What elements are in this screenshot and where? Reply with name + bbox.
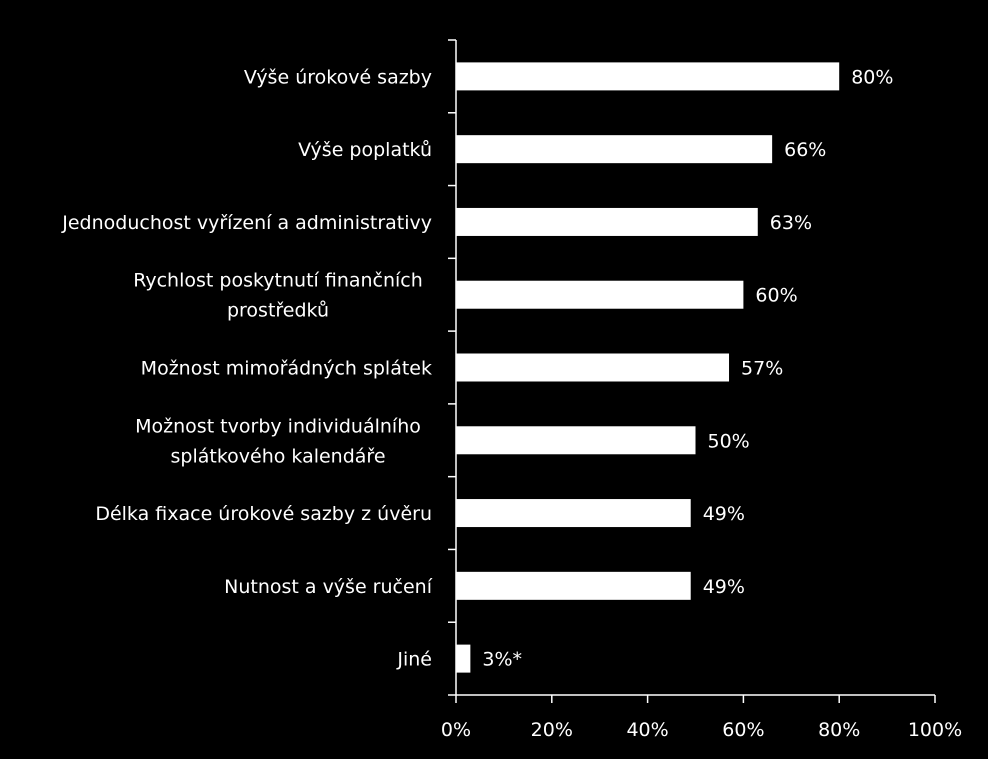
x-tick-label: 100% — [908, 719, 962, 741]
bar — [456, 353, 730, 382]
category-label: Délka fixace úrokové sazby z úvěru — [95, 503, 432, 525]
category-label: Jednoduchost vyřízení a administrativy — [61, 212, 432, 234]
category-label: Jiné — [396, 649, 432, 671]
bar-value-label: 60% — [755, 285, 797, 307]
bar-value-label: 50% — [708, 430, 750, 452]
bar — [456, 207, 758, 236]
bar-value-label: 57% — [741, 358, 783, 380]
category-label: Výše poplatků — [298, 139, 432, 161]
bar — [456, 62, 840, 91]
x-tick-label: 0% — [441, 719, 471, 741]
x-tick-label: 80% — [818, 719, 860, 741]
value-labels-layer: 80% 66% 63% 60% 57% 50% 49% 49% 3%* — [482, 66, 893, 670]
bar — [456, 426, 696, 455]
x-tick-label: 60% — [722, 719, 764, 741]
category-label: Možnost mimořádných splátek — [141, 358, 432, 380]
bar — [456, 280, 744, 309]
bar-value-label: 63% — [770, 212, 812, 234]
x-tick-label: 20% — [531, 719, 573, 741]
bar — [456, 571, 691, 600]
x-tick-label: 40% — [626, 719, 668, 741]
bar-value-label: 66% — [784, 139, 826, 161]
category-labels-layer: Výše úrokové sazby Výše poplatků Jednoduch… — [61, 66, 432, 670]
bar-value-label: 3%* — [482, 649, 522, 671]
category-label: prostředků — [227, 300, 329, 322]
bar — [456, 499, 691, 528]
axes-layer: 0% 20% 40% 60% 80% 100% — [441, 39, 962, 741]
bar-value-label: 49% — [703, 503, 745, 525]
category-label: Nutnost a výše ručení — [224, 576, 433, 598]
bar-value-label: 49% — [703, 576, 745, 598]
bar-value-label: 80% — [851, 66, 893, 88]
category-label: Výše úrokové sazby — [244, 66, 432, 88]
category-label: Možnost tvorby individuálního — [135, 415, 421, 437]
bars-layer — [456, 62, 840, 673]
category-label: Rychlost poskytnutí finančních — [133, 270, 423, 292]
bar — [456, 135, 773, 164]
category-label: splátkového kalendáře — [170, 445, 385, 467]
bar — [456, 644, 471, 673]
